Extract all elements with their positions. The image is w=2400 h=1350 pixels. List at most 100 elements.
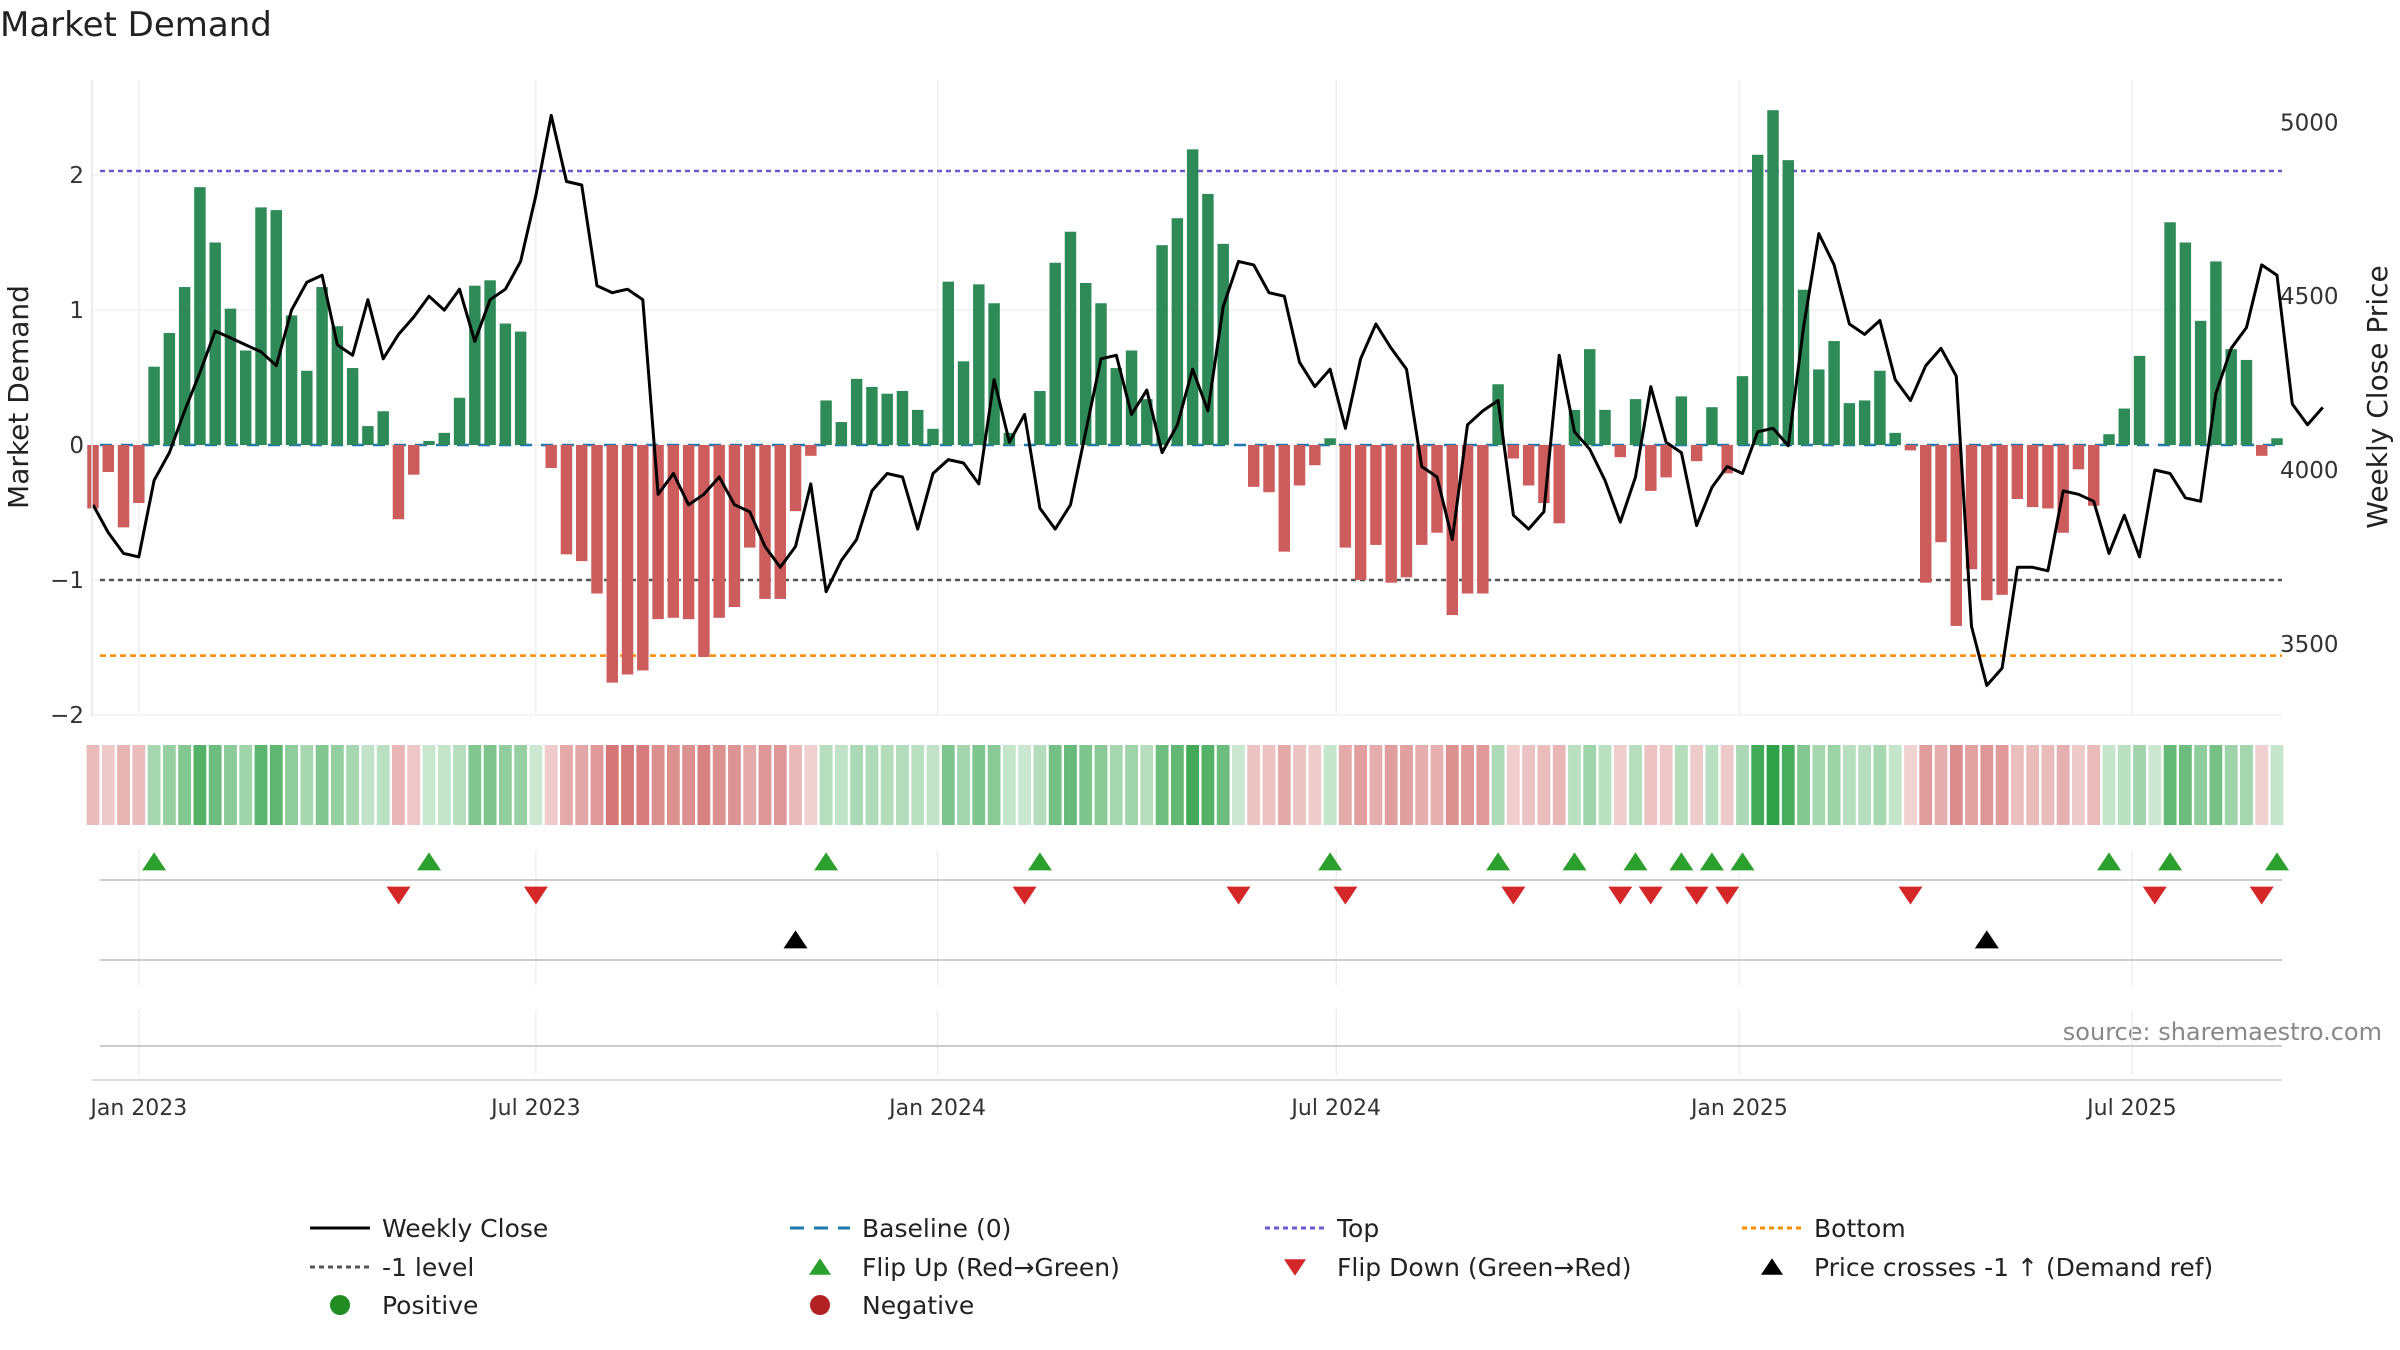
strip-cell [208,745,222,825]
strip-cell [1247,745,1261,825]
demand-bar [362,426,374,445]
strip-cell [2102,745,2116,825]
strip-cell [1064,745,1077,825]
y-axis-label-left: Market Demand [2,285,35,509]
demand-bar [2133,355,2146,445]
strip-cell [712,745,726,825]
demand-bar [759,445,771,599]
demand-bar [1736,376,1749,445]
y-tick-right: 3500 [2280,632,2339,658]
strip-cell [1705,745,1719,825]
strip-cell [621,745,634,825]
strip-cell [2010,745,2024,825]
strip-cell [1170,745,1184,825]
strip-cell [1552,745,1566,825]
strip-cell [1415,745,1429,825]
flip-down-marker [1501,886,1526,905]
demand-bar [2179,242,2192,445]
legend-label: Top [1336,1214,1379,1243]
strip-cell [1476,745,1490,825]
x-tick-label: Jan 2025 [1689,1096,1788,1121]
strip-cell [957,745,970,825]
strip-cell [1980,745,1994,825]
strip-cell [697,745,711,825]
demand-bar [270,210,282,445]
demand-bar [1797,289,1810,445]
demand-bar [1354,445,1367,580]
demand-bar [927,428,939,445]
demand-bar [774,445,786,599]
x-tick-label: Jan 2024 [887,1096,986,1121]
demand-bar [1950,445,1962,626]
y-tick-left: −2 [50,703,84,729]
legend-label: -1 level [382,1253,474,1282]
strip-cell [1140,745,1154,825]
strip-cell [941,745,955,825]
demand-bar [576,445,588,562]
strip-cell [2087,745,2101,825]
strip-cell [1858,745,1872,825]
strip-cell [376,745,390,825]
strip-cell [1216,745,1230,825]
demand-bar [1935,445,1947,543]
demand-bar [2026,445,2039,508]
strip-cell [1491,745,1505,825]
strip-cell [1369,745,1383,825]
strip-cell [453,745,466,825]
strip-cell [483,745,497,825]
demand-bar [728,445,741,607]
strip-cell [1277,745,1291,825]
y-tick-right: 4000 [2280,458,2339,484]
demand-bar [1034,391,1046,445]
strip-cell [178,745,192,825]
flip-up-marker [1027,852,1052,871]
demand-bar [896,391,909,445]
demand-bar [1584,349,1596,445]
strip-cell [132,745,146,825]
demand-bar [957,361,970,445]
strip-cell [850,745,864,825]
demand-bar [621,445,634,675]
demand-bar [1293,445,1306,486]
demand-bar [1996,445,2008,595]
demand-bar [87,445,99,509]
strip-cell [1736,745,1749,825]
strip-cell [1400,745,1413,825]
flip-down-marker [1638,886,1663,905]
demand-bar [240,350,252,445]
strip-cell [773,745,787,825]
legend-label: Positive [382,1291,478,1320]
demand-bar [1400,445,1413,578]
demand-bar [805,445,817,456]
legend-swatch [330,1295,350,1315]
strip-cell [1033,745,1047,825]
strip-cell [1690,745,1704,825]
demand-bar [1874,370,1886,445]
demand-bar [1767,110,1779,445]
strip-cell [1842,745,1856,825]
strip-cell [1384,745,1398,825]
strip-cell [896,745,909,825]
strip-cell [1598,745,1612,825]
strip-cell [407,745,421,825]
strip-cell [254,745,268,825]
strip-cell [636,745,650,825]
strip-cell [926,745,940,825]
demand-bar [1248,445,1260,487]
demand-bar [1186,149,1199,445]
flip-down-marker [1715,886,1740,905]
legend-label: Negative [862,1291,974,1320]
strip-cell [2026,745,2040,825]
price-cross-marker [1974,930,1999,949]
strip-cell [2255,745,2269,825]
flip-up-marker [2097,852,2121,871]
demand-bar [2042,445,2054,509]
legend-label: Bottom [1814,1214,1906,1243]
strip-cell [758,745,772,825]
strip-cell [193,745,207,825]
demand-bar [713,445,725,618]
strip-cell [1262,745,1276,825]
demand-bar [1904,445,1917,451]
strip-cell [1002,745,1016,825]
strip-cell [1232,745,1245,825]
